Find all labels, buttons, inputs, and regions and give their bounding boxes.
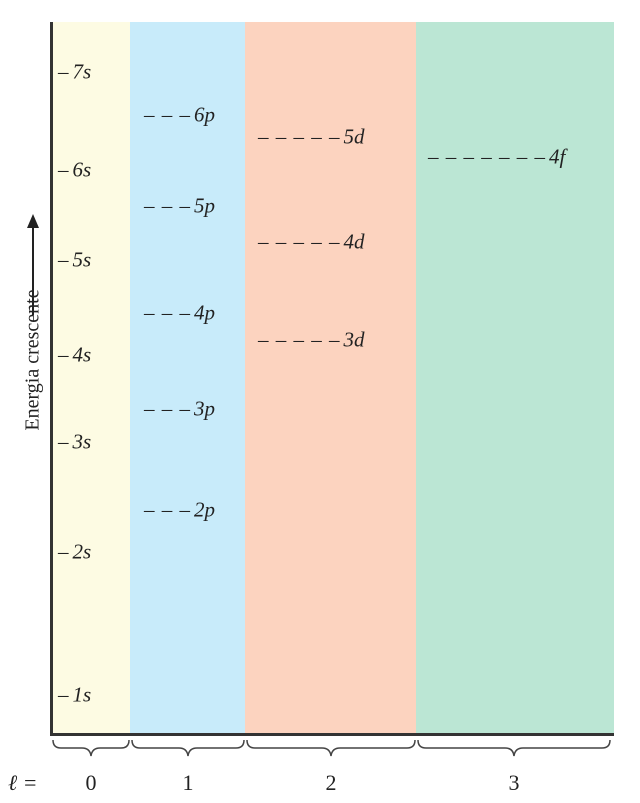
column-l1: [130, 22, 245, 735]
l-value-3: 3: [508, 770, 520, 795]
arrow-up-icon: [27, 214, 39, 228]
energy-axis-label: Energia crescente: [21, 289, 44, 431]
l-axis: [50, 733, 614, 736]
level-4s: –4s: [58, 342, 92, 367]
level-4f: – – – – – – –4f: [428, 144, 566, 169]
level-2p: – – –2p: [144, 497, 215, 522]
brace-l2: [246, 739, 416, 757]
level-1s: –1s: [58, 682, 92, 707]
l-symbol: ℓ =: [8, 770, 38, 795]
brace-l3: [417, 739, 611, 757]
l-value-1: 1: [182, 770, 194, 795]
level-2s: –2s: [58, 539, 92, 564]
level-3p: – – –3p: [144, 396, 215, 421]
column-braces: [52, 739, 611, 757]
column-l3: [416, 22, 614, 735]
brace-l1: [131, 739, 245, 757]
level-4d: – – – – –4d: [258, 229, 365, 254]
level-6s: –6s: [58, 157, 92, 182]
column-l2: [245, 22, 416, 735]
l-value-0: 0: [85, 770, 97, 795]
column-l0: [53, 22, 130, 735]
level-5p: – – –5p: [144, 193, 215, 218]
energy-axis: [50, 22, 53, 735]
level-5s: –5s: [58, 247, 92, 272]
level-3d: – – – – –3d: [258, 327, 365, 352]
level-7s: –7s: [58, 59, 92, 84]
level-5d: – – – – –5d: [258, 124, 365, 149]
level-4p: – – –4p: [144, 300, 215, 325]
l-value-2: 2: [325, 770, 337, 795]
level-6p: – – –6p: [144, 102, 215, 127]
brace-l0: [52, 739, 130, 757]
level-3s: –3s: [58, 429, 92, 454]
energy-arrow-shaft: [32, 225, 34, 315]
